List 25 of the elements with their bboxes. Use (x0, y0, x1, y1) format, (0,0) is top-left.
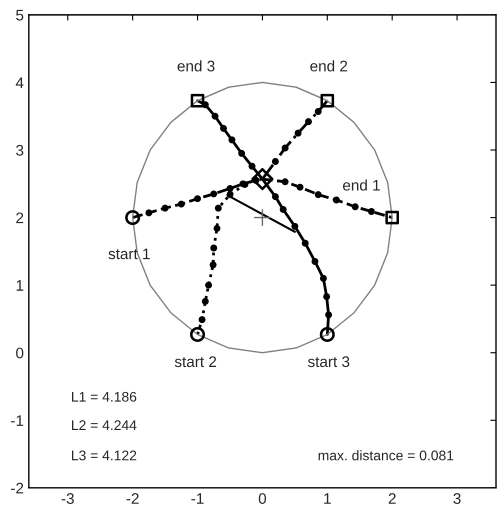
y-tick-label: -1 (11, 415, 24, 426)
annotation: start 1 (108, 248, 150, 260)
x-tick-label: 0 (258, 493, 266, 504)
annotation: L1 = 4.186 (72, 392, 136, 402)
annotation: start 3 (308, 356, 350, 368)
x-tick-label: -1 (191, 493, 204, 504)
x-tick-label: 3 (453, 493, 461, 504)
x-tick-label: -2 (126, 493, 139, 504)
x-tick-label: 2 (388, 493, 396, 504)
x-tick-label: 1 (324, 493, 331, 504)
annotation: L3 = 4.122 (72, 450, 136, 460)
annotation: end 1 (342, 179, 380, 191)
annotation: start 2 (174, 356, 216, 368)
y-tick-label: 5 (16, 10, 24, 21)
annotation: max. distance = 0.081 (318, 450, 454, 460)
annotation: end 3 (178, 60, 215, 72)
y-tick-label: 1 (16, 280, 24, 291)
annotation: end 2 (310, 60, 348, 72)
y-tick-label: -2 (11, 482, 24, 494)
y-tick-label: 4 (16, 77, 24, 88)
x-tick-label: -3 (62, 493, 74, 504)
y-tick-label: 2 (16, 212, 24, 224)
y-tick-label: 3 (16, 144, 24, 156)
y-tick-label: 0 (16, 348, 24, 358)
annotation: L2 = 4.244 (72, 420, 136, 430)
